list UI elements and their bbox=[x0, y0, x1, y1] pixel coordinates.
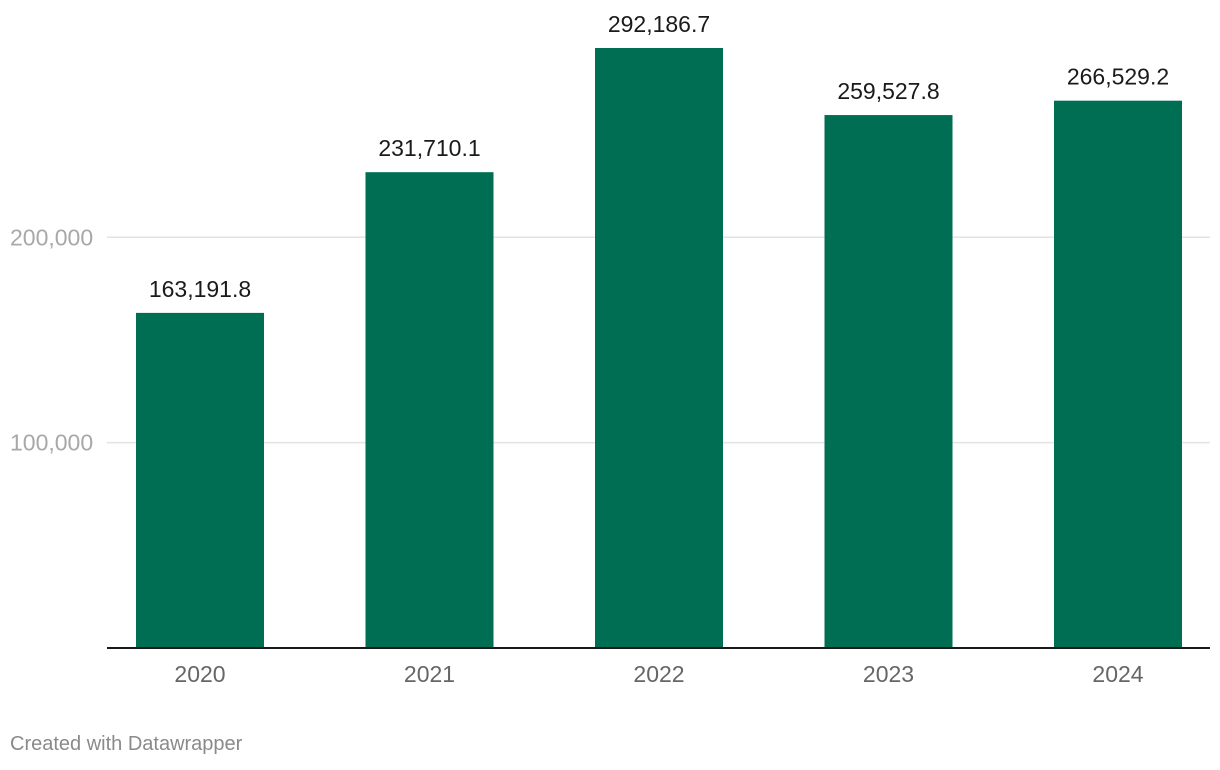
x-tick-label: 2024 bbox=[1092, 661, 1143, 687]
y-tick-label: 200,000 bbox=[10, 224, 93, 250]
bar-value-label: 163,191.8 bbox=[149, 276, 251, 302]
x-tick-label: 2022 bbox=[633, 661, 684, 687]
bar-value-label: 259,527.8 bbox=[837, 78, 939, 104]
bar bbox=[824, 115, 953, 648]
bar bbox=[1054, 100, 1182, 649]
bar-value-label: 231,710.1 bbox=[378, 135, 480, 161]
bar bbox=[365, 172, 494, 649]
bar-value-label: 266,529.2 bbox=[1067, 64, 1169, 90]
y-tick-label: 100,000 bbox=[10, 430, 93, 456]
credit-text: Created with Datawrapper bbox=[10, 733, 243, 755]
data-labels: 163,191.8 231,710.1 292,186.7 259,527.8 266,… bbox=[149, 11, 1169, 302]
bar bbox=[595, 48, 723, 648]
x-tick-label: 2020 bbox=[174, 661, 225, 687]
x-axis-ticks: 2020 2021 2022 2023 2024 bbox=[174, 661, 1143, 687]
x-tick-label: 2023 bbox=[863, 661, 914, 687]
bar bbox=[136, 312, 264, 648]
bars bbox=[136, 48, 1182, 649]
x-tick-label: 2021 bbox=[404, 661, 455, 687]
bar-value-label: 292,186.7 bbox=[608, 11, 710, 37]
